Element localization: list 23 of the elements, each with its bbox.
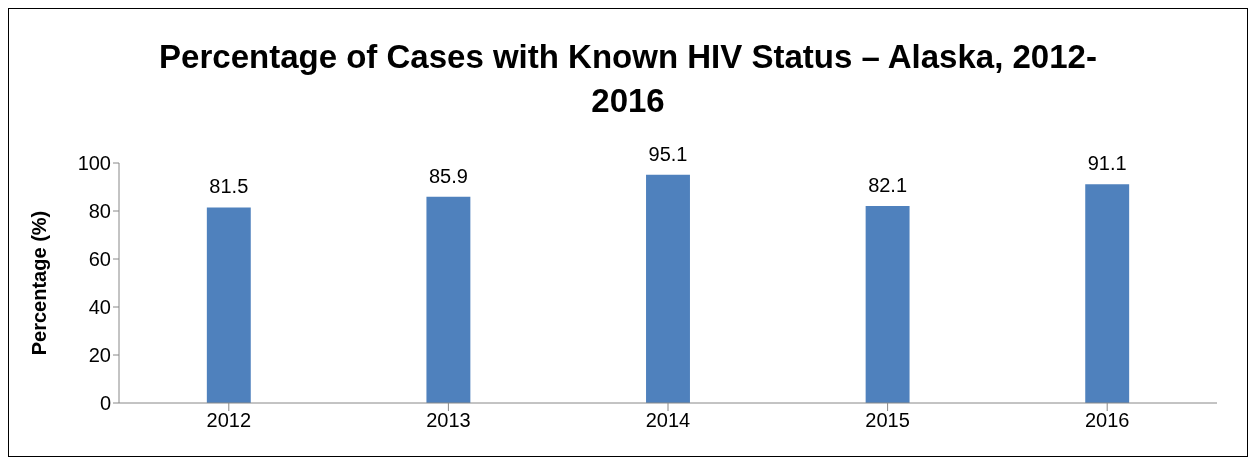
y-tick-label: 100 xyxy=(77,152,111,175)
x-tick-label: 2013 xyxy=(426,409,471,432)
x-tick-label: 2015 xyxy=(865,409,910,432)
data-label: 81.5 xyxy=(209,175,249,198)
y-tick-label: 20 xyxy=(88,344,111,367)
bar xyxy=(206,207,251,403)
bar xyxy=(1085,184,1130,403)
x-tick-label: 2012 xyxy=(206,409,252,432)
data-label: 91.1 xyxy=(1087,152,1127,175)
data-label: 82.1 xyxy=(868,173,908,196)
bar xyxy=(646,174,690,403)
y-tick-label: 0 xyxy=(99,392,111,415)
chart-title: Percentage of Cases with Known HIV Status – Alaska, 2012-2016 xyxy=(158,37,1098,121)
data-label: 95.1 xyxy=(648,142,688,165)
bar xyxy=(865,205,910,403)
x-tick-label: 2014 xyxy=(645,409,691,432)
y-tick-label: 60 xyxy=(88,248,111,271)
y-axis-title: Percentage (%) xyxy=(28,210,51,356)
data-label: 85.9 xyxy=(428,164,468,187)
y-tick-label: 40 xyxy=(88,296,111,319)
bar xyxy=(426,196,471,403)
x-tick-label: 2016 xyxy=(1084,409,1130,432)
y-tick-label: 80 xyxy=(88,200,111,223)
